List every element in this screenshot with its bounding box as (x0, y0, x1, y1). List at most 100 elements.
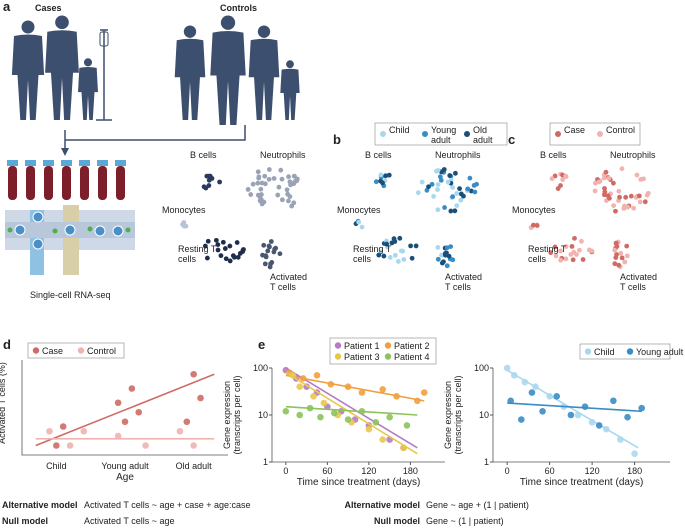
cell-dot (628, 193, 634, 199)
x-tick-label: 180 (402, 466, 418, 476)
cell-dot (616, 262, 622, 268)
cell-dot (468, 188, 474, 194)
fit-line (285, 374, 425, 402)
fit-line (506, 369, 639, 449)
person-head (286, 60, 294, 69)
point (46, 427, 53, 435)
legend-label: Patient 1 (344, 340, 380, 351)
cell-dot (266, 176, 272, 182)
point (610, 397, 617, 405)
bead-channel (63, 205, 79, 275)
cluster-label: Monocytes (162, 205, 206, 215)
cell-dot (271, 176, 277, 181)
cell-dot (263, 254, 269, 260)
cell-dot (570, 257, 576, 263)
cell-dot (641, 176, 646, 182)
cell-dot (601, 192, 607, 198)
x-axis-label: Age (116, 472, 134, 483)
cell (32, 211, 44, 223)
cell-dot (398, 248, 404, 254)
cell-dot (572, 235, 577, 241)
cell-dot (612, 247, 618, 253)
cluster-label: B cells (190, 150, 217, 160)
cell-dot (261, 199, 267, 205)
cell (64, 224, 76, 236)
cell-dot (213, 237, 219, 243)
cell-dot (426, 184, 431, 190)
cell-dot (553, 253, 559, 259)
axes (21, 360, 228, 456)
panel-label: e (258, 337, 266, 352)
y-tick-label: 100 (252, 363, 268, 373)
cell-dot (266, 167, 272, 172)
cell-dot (552, 244, 558, 250)
cell-dot (401, 257, 407, 262)
point (121, 418, 129, 426)
cell-dot (606, 175, 612, 181)
legend-swatch (584, 348, 592, 355)
cell-dot (442, 205, 447, 210)
cell-dot (280, 197, 285, 203)
cell-dot (435, 207, 441, 213)
cell-dot (442, 251, 448, 256)
point (190, 442, 197, 449)
person-head (183, 25, 197, 38)
x-tick-label: Old adult (175, 461, 212, 471)
point (631, 450, 638, 458)
point (503, 364, 511, 372)
cell-dot (444, 263, 450, 269)
cluster-label: Activated T cells (445, 272, 483, 292)
point (330, 409, 338, 417)
cell-dot (605, 193, 611, 199)
bead (125, 227, 131, 233)
cell-dot (558, 257, 564, 263)
cell-dot (245, 187, 251, 192)
cell-dot (262, 261, 268, 267)
cell-dot (467, 175, 473, 181)
point (581, 403, 589, 411)
cluster-label: Resting T cells (353, 244, 392, 264)
cell-dot (201, 184, 207, 190)
legend-swatch (77, 347, 85, 354)
x-tick-label: 180 (627, 466, 643, 476)
iv-bag (99, 31, 109, 47)
cell-dot (392, 252, 398, 258)
cell-dot (457, 186, 462, 192)
panel-label: d (3, 337, 11, 352)
legend-swatch (597, 131, 603, 137)
point (190, 370, 197, 378)
cell-dot (435, 256, 441, 262)
cluster-label: Neutrophils (610, 150, 656, 160)
cell-dot (610, 180, 616, 186)
cell-dot (227, 243, 233, 249)
point (296, 411, 303, 419)
cell-dot (413, 243, 419, 249)
cell-dot (637, 199, 643, 205)
cell-dot (601, 175, 607, 181)
point (528, 389, 536, 396)
cell-dot (255, 180, 261, 186)
fit-line (35, 373, 215, 447)
legend-box (549, 122, 641, 146)
tube-cap (25, 160, 36, 166)
x-tick-label: 60 (544, 466, 555, 476)
cell-dot (289, 203, 295, 209)
y-tick-label: 10 (257, 410, 268, 420)
point (317, 413, 324, 421)
point (59, 423, 67, 430)
iv-stand (96, 29, 112, 121)
point (379, 386, 387, 393)
cell-dot (395, 258, 401, 264)
point (53, 442, 60, 449)
cell (94, 225, 106, 237)
cell-dot (206, 177, 212, 183)
model-formula: Activated T cells ~ age (84, 516, 175, 526)
cell-dot (612, 261, 618, 267)
legend-label: Young adult (636, 346, 684, 357)
point (638, 404, 645, 412)
cell-dot (441, 259, 446, 265)
person-body (280, 68, 300, 120)
legend-label: Child (594, 346, 615, 357)
tube (8, 166, 17, 200)
